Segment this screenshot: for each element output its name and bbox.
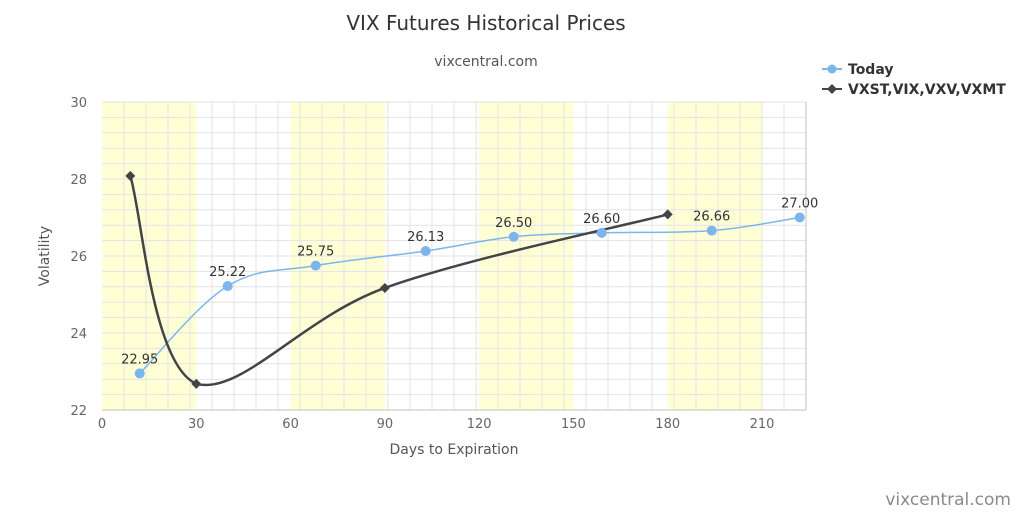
data-point-today[interactable] — [420, 245, 431, 256]
y-axis-title: Volatility — [37, 226, 53, 286]
x-tick-label: 210 — [750, 417, 775, 432]
chart-title: VIX Futures Historical Prices — [346, 11, 625, 35]
legend-diamond-icon — [827, 84, 837, 94]
data-point-today[interactable] — [310, 260, 321, 271]
legend-item-today[interactable]: Today — [822, 62, 893, 78]
data-point-term[interactable] — [662, 209, 673, 220]
y-tick-label: 24 — [70, 327, 87, 342]
data-label: 26.66 — [693, 210, 730, 225]
y-tick-label: 30 — [70, 96, 87, 111]
data-point-term[interactable] — [379, 282, 390, 293]
markers[interactable] — [125, 170, 805, 389]
legend-circle-icon — [827, 64, 837, 74]
legend-item-term[interactable]: VXST,VIX,VXV,VXMT — [822, 82, 1006, 98]
legend-label: Today — [848, 62, 893, 78]
data-point-today[interactable] — [794, 212, 805, 223]
credit-text[interactable]: vixcentral.com — [885, 490, 1011, 510]
x-tick-label: 0 — [98, 417, 106, 432]
data-label: 25.22 — [209, 265, 246, 280]
y-tick-label: 28 — [70, 173, 87, 188]
data-label: 26.13 — [407, 230, 444, 245]
data-label: 26.60 — [583, 212, 620, 227]
y-tick-label: 26 — [70, 250, 87, 265]
x-tick-label: 180 — [655, 417, 680, 432]
series-line-term — [129, 175, 669, 387]
legend-label: VXST,VIX,VXV,VXMT — [848, 82, 1006, 98]
data-point-today[interactable] — [134, 368, 145, 379]
x-axis-title: Days to Expiration — [390, 442, 519, 458]
data-point-today[interactable] — [222, 281, 233, 292]
data-point-today[interactable] — [508, 231, 519, 242]
y-tick-label: 22 — [70, 404, 87, 419]
axis-ticks: 0 30 60 90 120 150 180 210 22 24 26 28 30 — [70, 96, 774, 432]
data-point-term[interactable] — [125, 170, 136, 181]
grid — [102, 101, 807, 411]
data-label: 22.95 — [121, 352, 158, 367]
data-point-today[interactable] — [596, 227, 607, 238]
x-tick-label: 90 — [377, 417, 394, 432]
x-tick-label: 150 — [561, 417, 586, 432]
x-tick-label: 30 — [188, 417, 205, 432]
data-point-term[interactable] — [191, 378, 202, 389]
data-label: 25.75 — [297, 245, 334, 260]
chart-subtitle: vixcentral.com — [434, 54, 537, 70]
legend[interactable]: Today VXST,VIX,VXV,VXMT — [822, 62, 1006, 98]
data-labels: 22.95 25.22 25.75 26.13 26.50 26.60 26.66 27.00 — [121, 197, 818, 368]
x-tick-label: 120 — [467, 417, 492, 432]
data-label: 26.50 — [495, 216, 532, 231]
x-tick-label: 60 — [282, 417, 299, 432]
data-label: 27.00 — [781, 197, 818, 212]
data-point-today[interactable] — [706, 225, 717, 236]
